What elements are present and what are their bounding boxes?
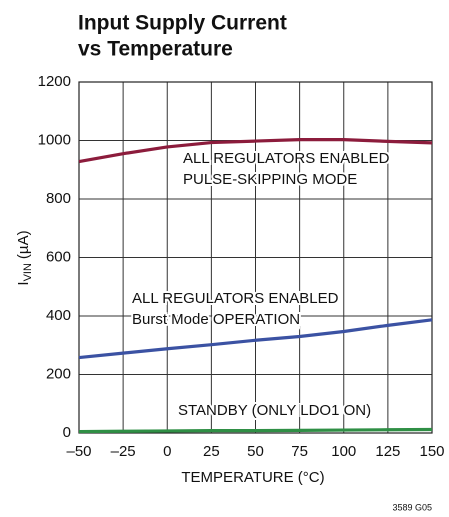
x-tick-label: 25 xyxy=(203,443,220,460)
y-tick-label: 600 xyxy=(46,248,71,265)
x-tick-label: 125 xyxy=(375,443,400,460)
plot-frame xyxy=(78,81,433,434)
series-line xyxy=(78,138,433,164)
y-tick-label: 400 xyxy=(46,307,71,324)
y-tick-label: 1200 xyxy=(38,73,71,90)
y-tick-label: 800 xyxy=(46,190,71,207)
chart-title: Input Supply Current xyxy=(78,12,287,35)
annotation: PULSE-SKIPPING MODE xyxy=(183,171,357,188)
x-tick-label: 100 xyxy=(331,443,356,460)
series-line xyxy=(78,318,433,360)
annotation: STANDBY (ONLY LDO1 ON) xyxy=(178,402,371,419)
x-tick-label: 50 xyxy=(247,443,264,460)
chart-title: vs Temperature xyxy=(78,38,233,61)
annotation: ALL REGULATORS ENABLED xyxy=(132,290,339,307)
x-tick-label: 75 xyxy=(291,443,308,460)
x-tick-label: –50 xyxy=(66,443,91,460)
x-tick-label: –25 xyxy=(111,443,136,460)
y-axis-label: IVIN(µA) xyxy=(15,230,34,285)
x-tick-label: 0 xyxy=(163,443,171,460)
footnote: 3589 G05 xyxy=(392,502,432,512)
y-tick-label: 200 xyxy=(46,365,71,382)
x-axis-label: TEMPERATURE (°C) xyxy=(181,469,324,486)
annotation: Burst Mode OPERATION xyxy=(132,311,300,328)
y-tick-label: 1000 xyxy=(38,131,71,148)
annotation: ALL REGULATORS ENABLED xyxy=(183,150,390,167)
x-tick-label: 150 xyxy=(419,443,444,460)
series-line xyxy=(78,427,433,434)
y-tick-label: 0 xyxy=(63,424,71,441)
